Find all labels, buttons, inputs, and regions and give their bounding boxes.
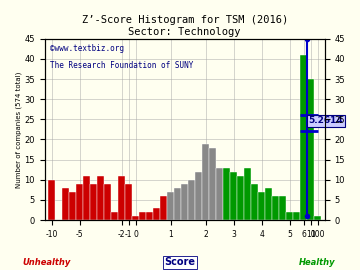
Bar [118,176,125,220]
Text: ©www.textbiz.org: ©www.textbiz.org [50,44,124,53]
Bar [209,147,216,220]
Text: Healthy: Healthy [298,258,335,267]
Bar [76,184,83,220]
Bar [300,55,307,220]
Bar [160,196,167,220]
Bar [202,144,209,220]
Bar [216,168,223,220]
Bar [167,192,174,220]
Bar [90,184,97,220]
Bar [181,184,188,220]
Text: Unhealthy: Unhealthy [23,258,71,267]
Bar [62,188,69,220]
Bar [188,180,195,220]
Bar [258,192,265,220]
Bar [174,188,181,220]
Bar [223,168,230,220]
Bar [307,79,314,220]
Bar [286,212,293,220]
Bar [237,176,244,220]
Bar [265,188,272,220]
Bar [132,216,139,220]
Text: 5.2614: 5.2614 [309,116,343,125]
Bar [69,192,76,220]
Bar [48,180,55,220]
Bar [104,184,111,220]
Bar [139,212,146,220]
Y-axis label: Number of companies (574 total): Number of companies (574 total) [15,71,22,188]
Bar [146,212,153,220]
Bar [125,184,132,220]
Bar [314,216,321,220]
Bar [83,176,90,220]
Bar [111,212,118,220]
Bar [251,184,258,220]
Bar [195,172,202,220]
Bar [279,196,286,220]
Bar [153,208,160,220]
Text: The Research Foundation of SUNY: The Research Foundation of SUNY [50,60,194,69]
Title: Z’-Score Histogram for TSM (2016)
Sector: Technology: Z’-Score Histogram for TSM (2016) Sector… [81,15,288,37]
Bar [230,172,237,220]
Bar [293,212,300,220]
Bar [272,196,279,220]
Bar [97,176,104,220]
Bar [244,168,251,220]
Text: Score: Score [165,257,195,267]
